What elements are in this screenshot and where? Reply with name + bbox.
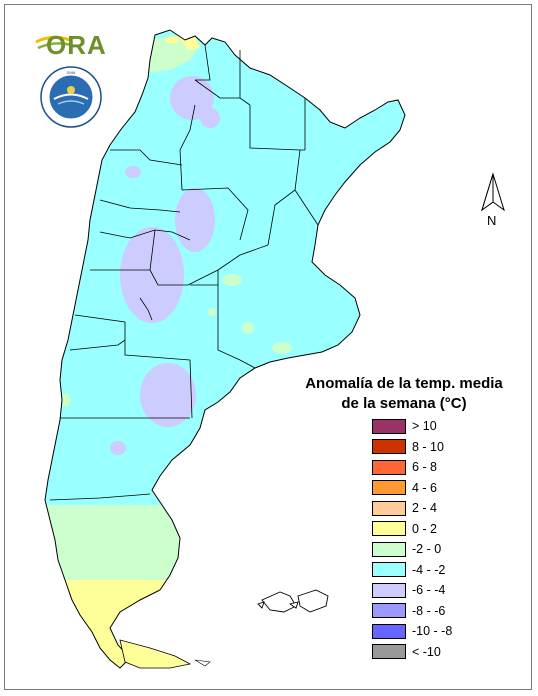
legend-swatch — [372, 541, 406, 557]
legend-item: 4 - 6 — [372, 478, 482, 499]
province-borders — [49, 44, 319, 501]
legend-item: < -10 — [372, 642, 482, 663]
legend-swatch — [372, 439, 406, 455]
ora-logo-text: ORA — [46, 30, 107, 60]
anomaly-zone-lavender-north — [170, 76, 214, 120]
legend-swatch — [372, 521, 406, 537]
anomaly-zone-green-patch-1 — [222, 274, 242, 286]
ora-logo: ORA — [34, 30, 106, 60]
legend-swatch — [372, 480, 406, 496]
tierra-del-fuego — [119, 639, 192, 669]
anomaly-zone-green-patch-4 — [208, 308, 216, 316]
malvinas-islands — [257, 589, 329, 613]
north-arrow-icon — [480, 172, 506, 228]
anomaly-zone-green-patch-6 — [166, 36, 178, 44]
legend-label: 8 - 10 — [412, 439, 444, 454]
legend-item: -8 - -6 — [372, 601, 482, 622]
legend-title-line-1: Anomalía de la temp. media — [305, 375, 503, 392]
legend-item: -10 - -8 — [372, 621, 482, 642]
country-outline — [44, 29, 406, 669]
legend-title-line-2: de la semana (°C) — [341, 395, 467, 412]
anomaly-zone-green-south — [45, 505, 230, 585]
legend-item: 0 - 2 — [372, 519, 482, 540]
legend-swatch — [372, 603, 406, 619]
legend-swatch — [372, 562, 406, 578]
anomaly-zone-yellow-south — [45, 580, 230, 668]
anomaly-zone-green-patch-2 — [242, 322, 254, 334]
anomaly-zone-green-patch-5 — [61, 393, 71, 407]
anomaly-zone-lavender-center — [175, 188, 215, 252]
legend-item: 6 - 8 — [372, 457, 482, 478]
anomaly-zone-lavender-small-3 — [200, 108, 220, 128]
anomaly-zone-lavender-small-1 — [125, 166, 141, 178]
legend-item: -6 - -4 — [372, 580, 482, 601]
anomaly-zone-lavender-small-2 — [110, 441, 126, 455]
legend-label: -2 - 0 — [412, 542, 442, 557]
legend-item: -2 - 0 — [372, 539, 482, 560]
anomaly-zone-lavender-cuyo — [120, 227, 184, 323]
legend-item: -4 - -2 — [372, 560, 482, 581]
legend: > 10 8 - 10 6 - 8 4 - 6 2 - 4 0 - 2 -2 - 0 -4 -… — [372, 416, 482, 662]
legend-label: > 10 — [412, 419, 437, 434]
anomaly-zone-lavender-patagonia — [140, 363, 196, 427]
legend-label: < -10 — [412, 644, 441, 659]
svg-text:SMN: SMN — [67, 70, 76, 75]
legend-label: 6 - 8 — [412, 460, 438, 475]
legend-swatch — [372, 500, 406, 516]
legend-label: -4 - -2 — [412, 562, 446, 577]
legend-title: Anomalía de la temp. media de la semana … — [290, 374, 518, 414]
legend-swatch — [372, 459, 406, 475]
north-arrow-label: N — [487, 213, 497, 228]
legend-label: 0 - 2 — [412, 521, 438, 536]
legend-label: 4 - 6 — [412, 480, 438, 495]
legend-swatch — [372, 418, 406, 434]
legend-item: > 10 — [372, 416, 482, 437]
legend-swatch — [372, 623, 406, 639]
anomaly-zone-green-patch-3 — [272, 342, 292, 354]
legend-label: -8 - -6 — [412, 603, 446, 618]
legend-label: -6 - -4 — [412, 583, 446, 598]
smn-seal-logo: SMN — [40, 66, 102, 128]
tierra-del-fuego-small-islands — [194, 659, 211, 667]
legend-label: -10 - -8 — [412, 624, 453, 639]
legend-swatch — [372, 644, 406, 660]
legend-item: 2 - 4 — [372, 498, 482, 519]
legend-item: 8 - 10 — [372, 437, 482, 458]
legend-swatch — [372, 582, 406, 598]
legend-label: 2 - 4 — [412, 501, 438, 516]
